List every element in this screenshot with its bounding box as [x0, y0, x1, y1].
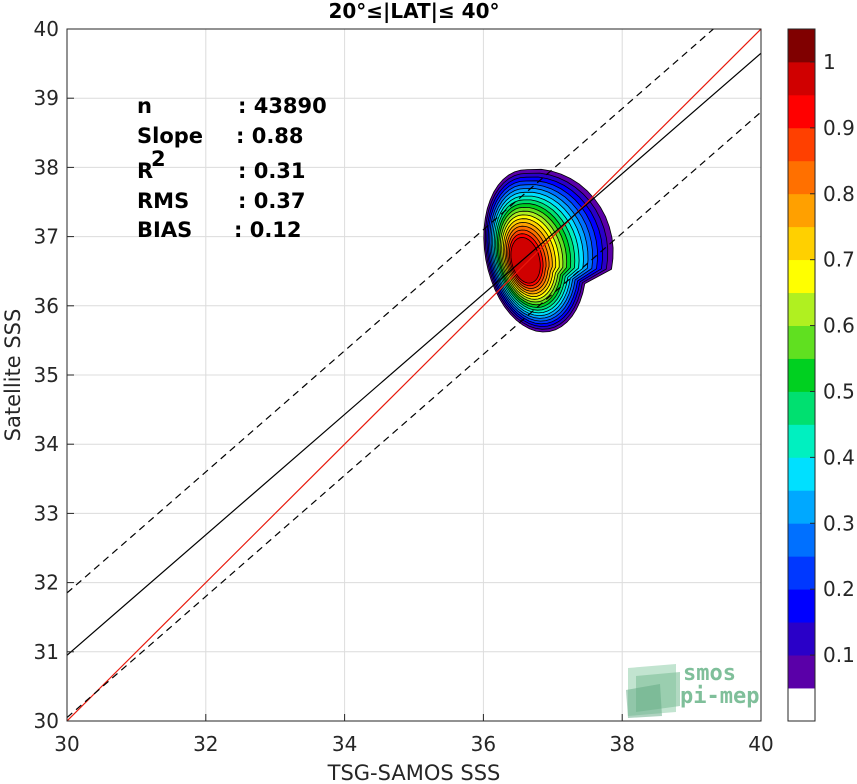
reference-lines	[67, 29, 761, 721]
logo-text-pi-mep: pi-mep	[680, 684, 759, 709]
lower-bound-line	[67, 111, 761, 718]
colorbar-tick-label: 0.2	[823, 577, 855, 601]
colorbar: 0.1 0.2 0.3 0.4 0.5 0.6 0.7 0.8 0.9 1	[787, 28, 855, 722]
statistics-box: n : 43890 Slope : 0.88 R2 : 0.31 RMS : 0.37 BIAS…	[137, 94, 327, 242]
colorbar-band	[788, 292, 815, 326]
logo-mark-icon	[626, 664, 680, 718]
y-tick-label: 31	[34, 640, 59, 664]
colorbar-tick-label: 1	[823, 50, 836, 74]
stat-value: : 0.88	[236, 124, 304, 148]
colorbar-band	[788, 127, 815, 162]
stat-label: n	[137, 94, 152, 118]
stat-label: Slope	[137, 124, 203, 148]
stat-label: BIAS	[137, 218, 192, 242]
x-tick-label: 38	[609, 732, 634, 756]
colorbar-band	[788, 325, 815, 359]
colorbar-band	[788, 688, 815, 722]
stat-value: : 0.37	[238, 189, 306, 213]
stat-label: RMS	[137, 189, 189, 213]
colorbar-tick-label: 0.3	[823, 511, 855, 535]
colorbar-band	[788, 490, 815, 524]
colorbar-tick-label: 0.9	[823, 116, 855, 140]
colorbar-band	[788, 424, 815, 458]
one-to-one-line	[67, 29, 761, 721]
colorbar-band	[788, 358, 815, 392]
stat-value: : 0.31	[238, 159, 306, 183]
regression-line	[67, 52, 761, 656]
colorbar-tick-label: 0.5	[823, 379, 855, 403]
colorbar-band	[788, 622, 815, 656]
x-tick-label: 36	[471, 732, 496, 756]
x-axis-label: TSG-SAMOS SSS	[327, 761, 501, 784]
smos-pi-mep-logo: smos pi-mep	[626, 661, 759, 718]
y-tick-label: 34	[34, 432, 59, 456]
x-axis: 30 32 34 36 38 40	[54, 714, 774, 756]
colorbar-band	[788, 160, 815, 195]
y-axis: 30 31 32 33 34 35 36 37 38 39 40	[34, 17, 74, 733]
x-tick-label: 32	[193, 732, 218, 756]
colorbar-band	[788, 655, 815, 689]
colorbar-frame	[787, 28, 816, 722]
y-tick-label: 30	[34, 709, 59, 733]
stat-value: : 0.12	[234, 218, 302, 242]
x-tick-label: 40	[748, 732, 773, 756]
stat-superscript: 2	[151, 147, 166, 171]
x-tick-label: 34	[332, 732, 357, 756]
colorbar-band	[788, 259, 815, 294]
y-axis-label: Satellite SSS	[1, 309, 25, 442]
upper-bound-line	[67, 29, 715, 594]
y-tick-label: 40	[34, 17, 59, 41]
y-tick-label: 37	[34, 225, 59, 249]
colorbar-tick-label: 0.8	[823, 182, 855, 206]
logo-text-smos: smos	[683, 661, 736, 686]
colorbar-tick-label: 0.1	[823, 643, 855, 667]
colorbar-tick-label: 0.6	[823, 314, 855, 338]
y-tick-label: 35	[34, 363, 59, 387]
y-tick-label: 39	[34, 86, 59, 110]
colorbar-band	[788, 226, 815, 261]
y-tick-label: 33	[34, 501, 59, 525]
colorbar-tick-label: 0.4	[823, 445, 855, 469]
y-tick-label: 32	[34, 571, 59, 595]
stat-label: R	[137, 159, 153, 183]
colorbar-band	[788, 457, 815, 491]
colorbar-band	[788, 523, 815, 557]
stat-value: : 43890	[238, 94, 327, 118]
colorbar-band	[788, 391, 815, 425]
colorbar-band	[788, 556, 815, 590]
y-tick-label: 36	[34, 294, 59, 318]
colorbar-band	[788, 589, 815, 623]
grid	[66, 28, 762, 722]
colorbar-band	[788, 29, 815, 63]
y-tick-label: 38	[34, 155, 59, 179]
colorbar-band	[788, 61, 815, 96]
colorbar-tick-label: 0.7	[823, 248, 855, 272]
x-tick-label: 30	[54, 732, 79, 756]
colorbar-band	[788, 193, 815, 228]
colorbar-band	[788, 94, 815, 129]
chart-title: 20°≤|LAT|≤ 40°	[328, 0, 499, 23]
